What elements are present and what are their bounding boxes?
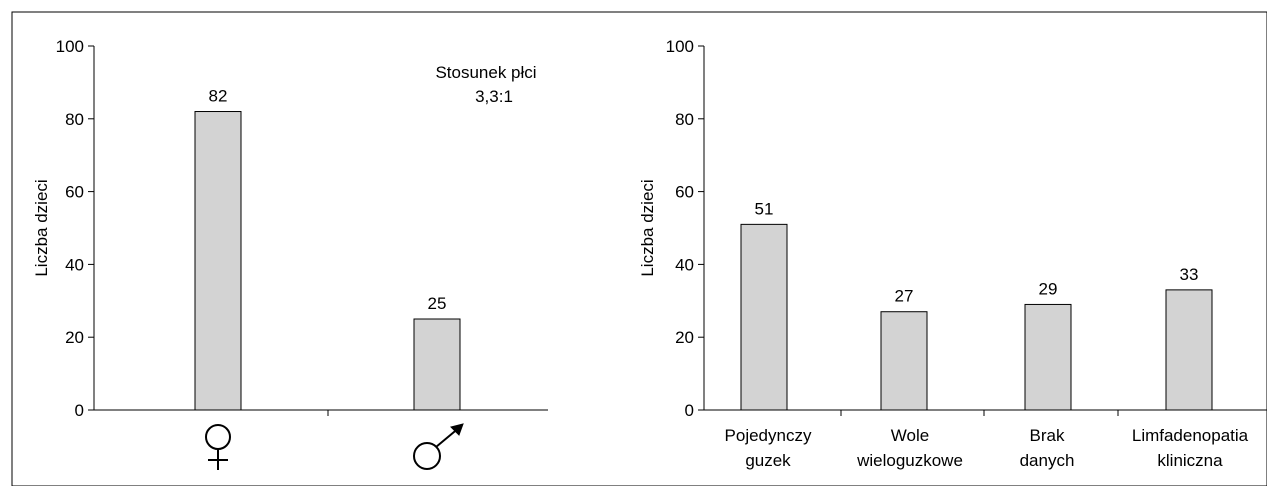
y-tick-label: 20	[675, 328, 694, 347]
y-tick-label: 60	[675, 183, 694, 202]
x-category-label: danych	[1020, 451, 1075, 470]
bar-value-label: 33	[1180, 265, 1199, 284]
y-tick-label: 20	[65, 328, 84, 347]
presentation-chart: Liczba dzieci 0 20 40 60 80 100 51 27 29 33 Poje…	[638, 37, 1267, 470]
y-tick-label: 40	[65, 255, 84, 274]
bar	[1165, 289, 1213, 411]
y-tick-label: 60	[65, 183, 84, 202]
x-category-label: Pojedynczy	[725, 426, 812, 445]
sex-ratio-note-line1: Stosunek płci	[435, 63, 536, 82]
y-tick-label: 80	[675, 110, 694, 129]
y-tick-label: 80	[65, 110, 84, 129]
y-tick-label: 100	[56, 37, 84, 56]
y-tick-label: 0	[75, 401, 84, 420]
sex-ratio-note-line2: 3,3:1	[475, 87, 513, 106]
bar-value-label: 25	[428, 294, 447, 313]
y-tick-label: 100	[666, 37, 694, 56]
x-category-label: Wole	[891, 426, 929, 445]
sex-chart-category-female-icon	[205, 424, 231, 470]
sex-chart: Liczba dzieci 0 20 40 60 80 100 82 25 Stosunek…	[32, 37, 548, 470]
bar-value-label: 51	[755, 199, 774, 218]
presentation-chart-y-axis-title: Liczba dzieci	[638, 179, 657, 276]
bar	[880, 311, 928, 411]
bar-value-label: 29	[1039, 279, 1058, 298]
y-tick-label: 40	[675, 255, 694, 274]
x-category-label: wieloguzkowe	[856, 451, 963, 470]
x-category-label: kliniczna	[1157, 451, 1223, 470]
x-category-label: Limfadenopatia	[1132, 426, 1249, 445]
bar	[413, 318, 461, 411]
bar	[740, 223, 788, 411]
bar	[1024, 303, 1072, 411]
y-tick-label: 0	[685, 401, 694, 420]
sex-chart-category-male-icon	[413, 423, 464, 470]
x-category-label: guzek	[745, 451, 791, 470]
bar-value-label: 27	[895, 287, 914, 306]
sex-chart-y-axis-title: Liczba dzieci	[32, 179, 51, 276]
bar	[194, 111, 242, 411]
x-category-label: Brak	[1030, 426, 1065, 445]
bar-value-label: 82	[209, 87, 228, 106]
